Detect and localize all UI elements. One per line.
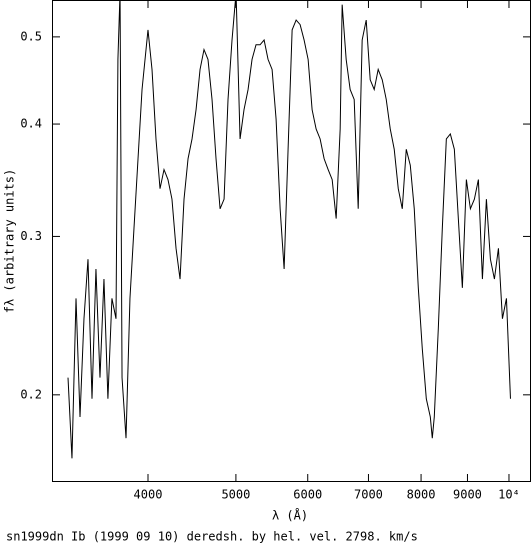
x-tick-label: 6000 [293, 488, 322, 502]
y-tick-label: 0.4 [20, 117, 42, 131]
spectrum-line [67, 0, 511, 459]
x-tick-label: 8000 [407, 488, 436, 502]
y-tick-label: 0.5 [20, 29, 42, 43]
plot-frame [52, 0, 531, 482]
x-tick-label: 9000 [453, 488, 482, 502]
x-tick-label: 4000 [134, 488, 163, 502]
x-axis-label: λ (Å) [272, 508, 308, 523]
y-axis-label: fλ (arbitrary units) [3, 169, 17, 314]
y-tick-label: 0.2 [20, 387, 42, 401]
x-tick-label: 7000 [354, 488, 383, 502]
x-tick-label: 10⁴ [498, 488, 520, 502]
y-tick-label: 0.3 [20, 229, 42, 243]
x-tick-label: 5000 [221, 488, 250, 502]
caption: sn1999dn Ib (1999 09 10) deredsh. by hel… [6, 530, 418, 544]
